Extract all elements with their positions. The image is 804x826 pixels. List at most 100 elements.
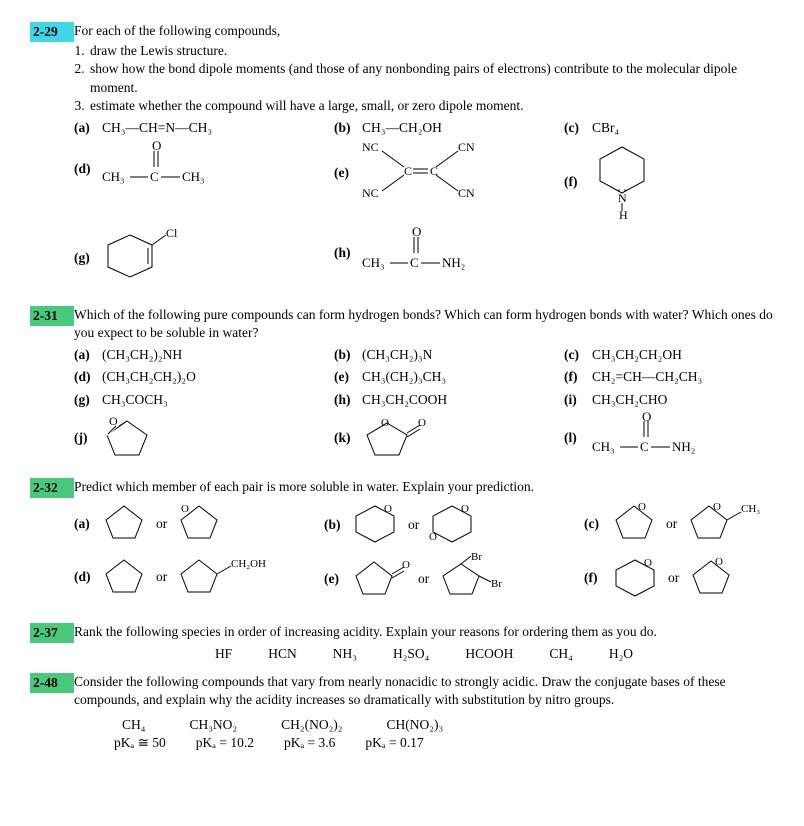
problem-lead: Consider the following compounds that va… [74,673,774,709]
formula: CBr₄ [592,119,619,137]
part-label: (b) [324,516,346,534]
problem-number: 2-48 [30,673,74,693]
or-text: or [156,515,167,533]
formula: (CH₃CH₂CH₂)₂O [102,368,196,386]
svg-text:NC: NC [362,140,379,154]
problem-lead: Which of the following pure compounds ca… [74,306,774,342]
pka: pKₐ = 10.2 [196,734,254,752]
part-label: (k) [334,429,356,447]
svg-text:C: C [150,169,159,184]
structure-cyclopentanone: O [352,556,408,603]
structure-cyclopentane [102,500,146,547]
parts-row-3: (g) Cl (h) CH₃ C [74,227,774,290]
problem-2-37: 2-37 Rank the following species in order… [30,623,774,665]
svg-text:O: O [381,417,389,429]
svg-text:Br: Br [491,578,502,590]
structure-dioxane: OO [429,500,475,549]
svg-text:O: O [638,501,646,513]
formula: CH₃—CH=N—CH₃ [102,119,212,137]
part-label: (e) [334,368,356,386]
svg-text:O: O [461,503,469,515]
formula: CH₃CH₂CHO [592,391,667,409]
formula: CH₃COCH₃ [102,391,168,409]
svg-text:NH₂: NH₂ [442,255,465,270]
step-2: show how the bond dipole moments (and th… [88,60,774,96]
pairs-row-2: (d) or CH₂OH (e) O or BrBr (f) O or O [74,554,774,605]
svg-text:CN: CN [458,140,475,154]
svg-text:O: O [412,224,421,239]
svg-text:NH₂: NH₂ [672,439,695,454]
part-label: (j) [74,429,96,447]
svg-text:CH₃: CH₃ [362,255,385,270]
structure-thf: O [102,413,152,464]
structure-thf: O [612,500,656,547]
structure-acetamide: CH₃CNH₂ O [592,413,712,464]
svg-text:O: O [713,501,721,513]
structure-cyclopentane [102,554,146,601]
part-label: (a) [74,119,96,137]
parts-row-1: (a) CH₃—CH=N—CH₃ (b) CH₃—CH₂OH (c) CBr₄ [74,119,774,137]
part-label: (d) [74,368,96,386]
species-row: HF HCN NH₃ H₂SO₄ HCOOH CH₄ H₂O [74,645,774,663]
svg-text:Cl: Cl [166,226,178,240]
parts-row-structs: (j) O (k) O O (l) CH₃CNH₂ O [74,413,774,464]
svg-text:C: C [640,439,649,454]
part-label: (d) [74,568,96,586]
species: HCN [268,645,297,663]
part-label: (g) [74,249,96,267]
part-label: (a) [74,346,96,364]
svg-text:O: O [402,559,410,571]
or-text: or [408,516,419,534]
svg-text:CH₃: CH₃ [592,439,615,454]
formula: CH₃CH₂CH₂OH [592,346,682,364]
step-3: estimate whether the compound will have … [88,97,774,115]
part-label: (b) [334,346,356,364]
svg-text:C: C [404,164,412,178]
svg-text:N: N [618,191,627,205]
structure-chlorocyclohexene: Cl [102,227,182,290]
part-label: (f) [564,173,586,191]
parts-row: (a)(CH₃CH₂)₂NH (b)(CH₃CH₂)₃N (c)CH₃CH₂CH… [74,346,774,364]
species: HF [215,645,232,663]
part-label: (c) [564,119,586,137]
problem-number: 2-37 [30,623,74,643]
svg-text:O: O [152,138,161,153]
structure-cyclopentyl-methanol: CH₂OH [177,554,269,601]
part-label: (e) [324,570,346,588]
svg-text:H: H [619,208,628,222]
pka: pKₐ ≅ 50 [114,734,166,752]
structure-tcne: NCCN NCCN CC [362,141,482,204]
formula: CH₃(CH₂)₃CH₃ [362,368,446,386]
svg-text:O: O [429,531,437,543]
part-label: (c) [584,515,606,533]
part-label: (f) [584,569,606,587]
formula: CH₂=CH—CH₂CH₃ [592,368,702,386]
problem-2-48: 2-48 Consider the following compounds th… [30,673,774,752]
structure-thf: O [177,500,221,547]
species: CH₄ [549,645,572,663]
problem-number: 2-31 [30,306,74,326]
compound: CH₂(NO₂)₂ [281,716,342,734]
svg-text:O: O [418,417,426,429]
part-label: (i) [564,391,586,409]
compound: CH(NO₂)₃ [387,716,444,734]
page: 2-29 For each of the following compounds… [0,0,804,790]
svg-text:Br: Br [471,551,482,563]
problem-lead: For each of the following compounds, [74,22,774,40]
part-label: (g) [74,391,96,409]
svg-text:CH₃: CH₃ [741,503,760,515]
svg-text:NC: NC [362,186,379,200]
formula: CH₃—CH₂OH [362,119,442,137]
compound: CH₃NO₂ [189,716,237,734]
parts-row-2: (d) CH₃ C CH₃ O (e) [74,141,774,222]
svg-text:O: O [181,503,189,515]
pka: pKₐ = 0.17 [365,734,423,752]
part-label: (a) [74,515,96,533]
or-text: or [668,569,679,587]
problem-2-29: 2-29 For each of the following compounds… [30,22,774,294]
part-label: (f) [564,368,586,386]
formula: (CH₃CH₂)₂NH [102,346,182,364]
svg-text:C: C [410,255,419,270]
structure-thp: O [612,554,658,603]
problem-lead: Predict which member of each pair is mor… [74,478,774,496]
